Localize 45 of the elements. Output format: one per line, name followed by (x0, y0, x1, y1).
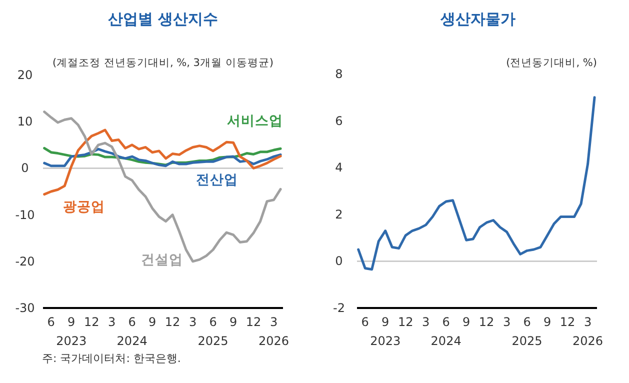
line-series (43, 128, 282, 196)
x-tick-label: 3 2026 (572, 315, 604, 348)
y-tick-label: 2 (335, 207, 343, 222)
x-tick-label: 3 2026 (258, 315, 290, 348)
x-tick-label: 6 (361, 315, 369, 329)
x-tick-label: 12 (398, 315, 414, 329)
y-tick-label: 10 (17, 114, 33, 129)
y-tick-label: -10 (15, 208, 35, 222)
chart-subtitle: (전년동기대비, %) (506, 57, 597, 69)
x-tick-label: 9 (148, 315, 156, 329)
line-series (357, 96, 596, 271)
x-tick-label: 3 (108, 315, 116, 329)
x-tick-label: 3 (502, 315, 511, 329)
x-tick-label: 9 (543, 315, 552, 329)
x-tick-label: 6 2024 (116, 315, 148, 348)
y-tick-label: -2 (333, 301, 345, 315)
series-label: 광공업 (63, 199, 105, 215)
chart-subtitle: (계절조정 전년동기대비, %, 3개월 이동평균) (52, 57, 274, 69)
chart-title: 산업별 생산지수 (108, 10, 218, 28)
x-tick-label: 12 (164, 315, 180, 329)
y-tick-label: 0 (335, 254, 343, 268)
x-tick-label: 12 (560, 315, 576, 329)
y-tick-label: 8 (335, 67, 343, 81)
x-tick-label: 6 2025 (198, 315, 228, 348)
y-tick-label: 20 (17, 68, 33, 82)
x-tick-label: 6 2025 (512, 315, 542, 348)
x-tick-label: 6 2024 (430, 315, 462, 348)
y-tick-label: 0 (21, 161, 29, 176)
series-label: 건설업 (141, 252, 183, 268)
x-tick-label: 12 (246, 315, 262, 329)
x-tick-label: 3 (188, 315, 197, 329)
x-tick-label: 9 (462, 315, 470, 329)
series-label: 서비스업 (227, 113, 283, 129)
y-tick-label: -20 (15, 254, 35, 268)
x-tick-label: 9 (229, 315, 238, 329)
y-tick-label: 4 (335, 160, 343, 175)
x-tick-label: 3 (422, 315, 430, 329)
y-tick-label: -30 (15, 301, 35, 315)
x-tick-label: 12 (478, 315, 494, 329)
text: 주: 국가데이터처: 한국은행. (42, 352, 181, 365)
y-tick-label: 6 (335, 114, 343, 128)
series-label: 전산업 (196, 172, 238, 188)
chart-title: 생산자물가 (440, 10, 516, 28)
x-tick-label: 6 (47, 315, 55, 329)
x-tick-label: 12 (84, 315, 100, 329)
